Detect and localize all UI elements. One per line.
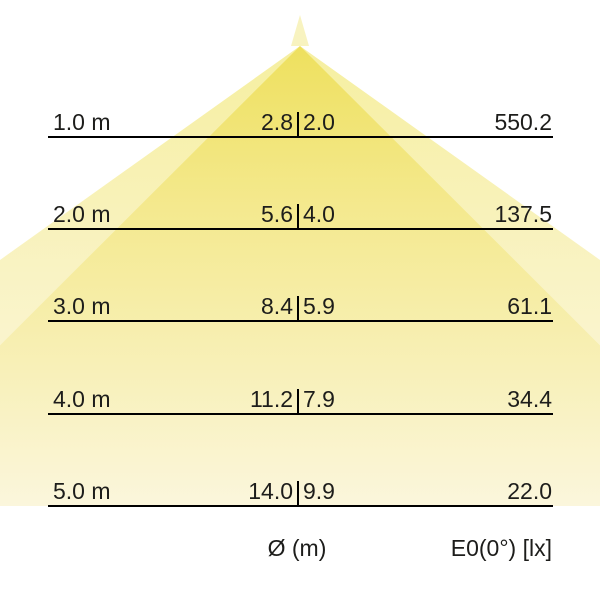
distance-label: 3.0 m <box>53 293 111 319</box>
distance-line <box>48 320 553 322</box>
diameter-separator-tick <box>297 389 299 414</box>
apex-glow-triangle <box>291 15 309 46</box>
diameter-narrow-value: 7.9 <box>303 386 335 412</box>
illuminance-axis-label: E0(0°) [lx] <box>450 535 552 561</box>
diameter-wide-value: 11.2 <box>249 386 293 412</box>
illuminance-value: 550.2 <box>494 109 552 135</box>
inner-cone <box>0 46 600 506</box>
distance-label: 4.0 m <box>53 386 111 412</box>
illuminance-value: 22.0 <box>507 478 552 504</box>
diameter-axis-label: Ø (m) <box>267 535 327 561</box>
diameter-separator-tick <box>297 481 299 506</box>
diameter-separator-tick <box>297 112 299 137</box>
diameter-wide-value: 5.6 <box>261 201 293 227</box>
diameter-separator-tick <box>297 204 299 229</box>
distance-line <box>48 228 553 230</box>
diameter-wide-value: 14.0 <box>248 478 293 504</box>
distance-line <box>48 136 553 138</box>
illuminance-value: 34.4 <box>507 386 552 412</box>
distance-line <box>48 413 553 415</box>
diameter-narrow-value: 9.9 <box>303 478 335 504</box>
distance-label: 5.0 m <box>53 478 111 504</box>
diameter-narrow-value: 4.0 <box>303 201 335 227</box>
distance-label: 1.0 m <box>53 109 111 135</box>
distance-line <box>48 505 553 507</box>
diameter-narrow-value: 5.9 <box>303 293 335 319</box>
diameter-wide-value: 2.8 <box>261 109 293 135</box>
illuminance-value: 61.1 <box>507 293 552 319</box>
illuminance-value: 137.5 <box>494 201 552 227</box>
diameter-separator-tick <box>297 296 299 321</box>
diameter-narrow-value: 2.0 <box>303 109 335 135</box>
distance-label: 2.0 m <box>53 201 111 227</box>
diameter-wide-value: 8.4 <box>261 293 293 319</box>
